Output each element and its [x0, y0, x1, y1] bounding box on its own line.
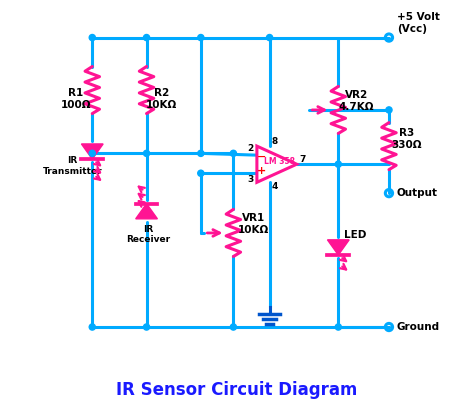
Polygon shape [257, 146, 297, 182]
Text: IR
Transmitter: IR Transmitter [43, 156, 102, 176]
Circle shape [198, 170, 204, 176]
Circle shape [198, 150, 204, 156]
Text: 2: 2 [247, 144, 254, 153]
Circle shape [144, 150, 150, 156]
Text: Output: Output [397, 188, 438, 198]
Circle shape [386, 107, 392, 113]
Circle shape [198, 35, 204, 41]
Text: VR1
10KΩ: VR1 10KΩ [237, 213, 269, 235]
Text: R3
330Ω: R3 330Ω [391, 128, 421, 150]
Text: +: + [257, 166, 266, 176]
Text: R2
10KΩ: R2 10KΩ [146, 88, 177, 110]
Text: 8: 8 [272, 137, 278, 146]
Text: 7: 7 [299, 155, 305, 164]
Text: LM 358: LM 358 [264, 157, 295, 166]
Circle shape [230, 150, 237, 156]
Circle shape [144, 324, 150, 330]
Text: VR2
4.7KΩ: VR2 4.7KΩ [338, 90, 374, 112]
Text: R1
100Ω: R1 100Ω [61, 88, 91, 110]
Text: LED: LED [345, 230, 367, 240]
Polygon shape [328, 240, 349, 255]
Text: −: − [257, 152, 266, 162]
Text: Ground: Ground [397, 322, 440, 332]
Text: +5 Volt
(Vcc): +5 Volt (Vcc) [397, 12, 440, 34]
Circle shape [89, 35, 95, 41]
Text: IR Sensor Circuit Diagram: IR Sensor Circuit Diagram [116, 381, 358, 399]
Polygon shape [136, 204, 157, 219]
Circle shape [335, 324, 341, 330]
Polygon shape [82, 144, 103, 159]
Circle shape [89, 150, 95, 156]
Text: IR
Receiver: IR Receiver [126, 225, 171, 244]
Circle shape [89, 324, 95, 330]
Text: 3: 3 [247, 175, 254, 184]
Circle shape [266, 35, 273, 41]
Circle shape [230, 324, 237, 330]
Text: 4: 4 [272, 182, 278, 191]
Circle shape [335, 161, 341, 167]
Circle shape [144, 35, 150, 41]
